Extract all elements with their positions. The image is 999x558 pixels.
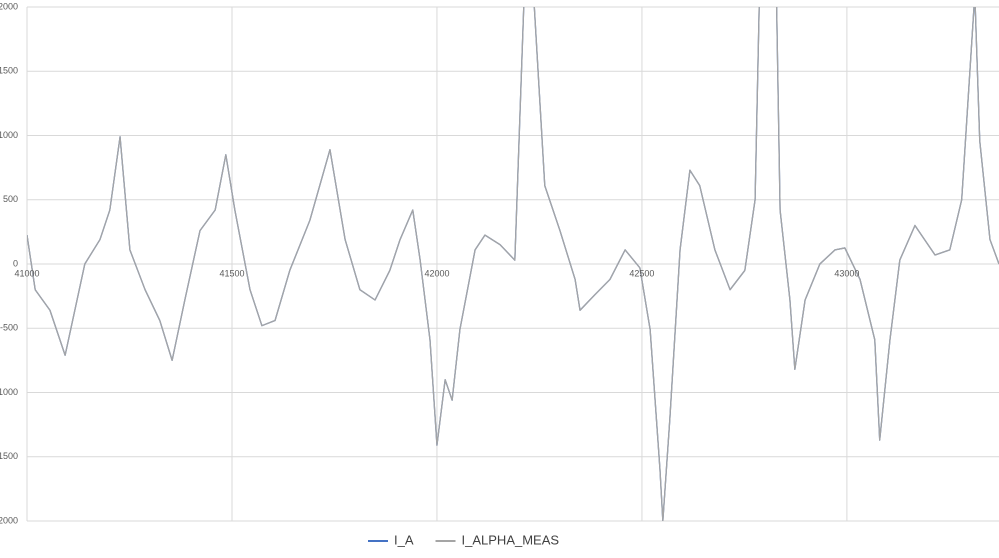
y-tick-label: -1000 (0, 387, 18, 397)
y-tick-label: 500 (3, 194, 18, 204)
x-tick-label: 43000 (834, 268, 859, 278)
series-layer (27, 7, 999, 521)
legend-label: I_A (394, 532, 414, 547)
series-line (27, 7, 999, 521)
legend: I_A I_ALPHA_MEAS (368, 532, 559, 547)
y-tick-label: 1000 (0, 130, 18, 140)
y-tick-label: 1500 (0, 66, 18, 76)
series-line (27, 7, 999, 521)
x-tick-label: 42500 (629, 268, 654, 278)
x-tick-label: 41500 (219, 268, 244, 278)
y-tick-label: -2000 (0, 515, 18, 525)
y-tick-label: -500 (0, 323, 18, 333)
grid (26, 6, 999, 522)
x-tick-label: 42000 (424, 268, 449, 278)
y-tick-label: 2000 (0, 1, 18, 11)
y-tick-label: -1500 (0, 451, 18, 461)
labels: -2000 -1500 -1000 -500 0 500 1000 1500 2000 41000… (0, 1, 859, 525)
legend-label: I_ALPHA_MEAS (462, 532, 560, 547)
x-tick-label: 41000 (14, 268, 39, 278)
y-tick-label: 0 (13, 258, 18, 268)
